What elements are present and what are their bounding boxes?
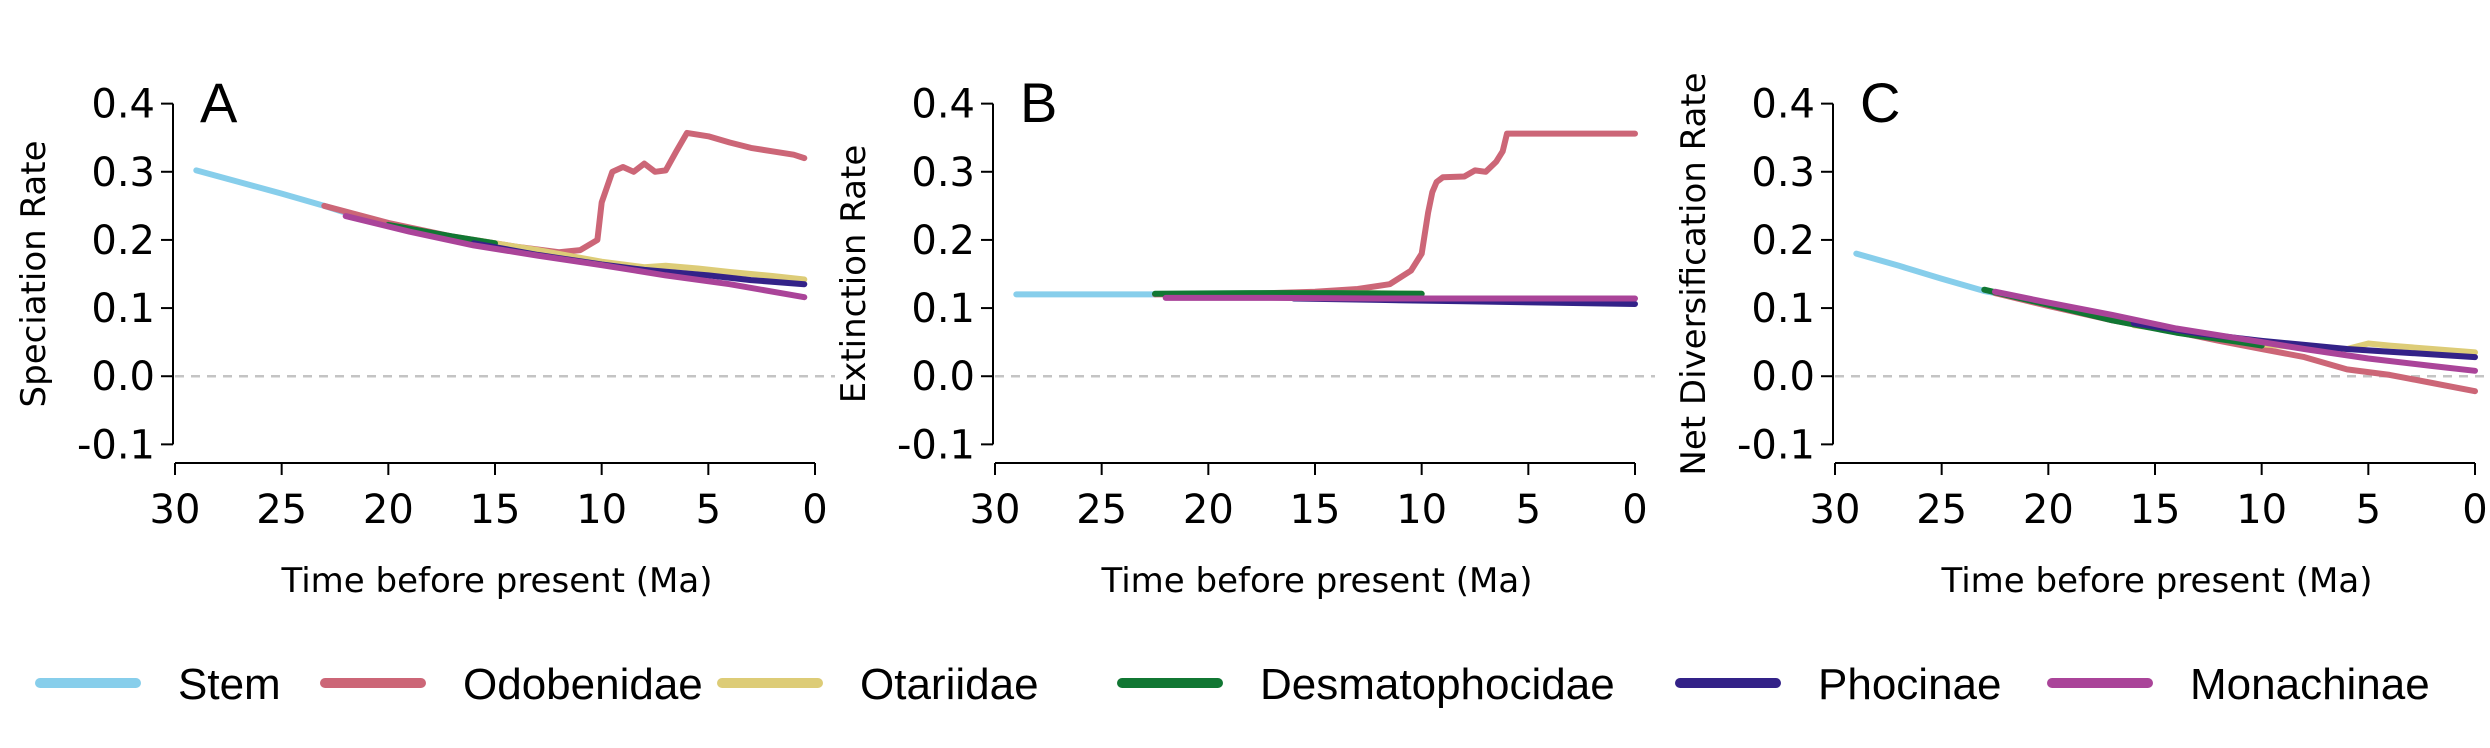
y-tick-label: -0.1: [1737, 422, 1815, 468]
y-tick-label: 0.2: [1751, 218, 1815, 264]
x-tick-label: 25: [1076, 487, 1127, 533]
x-tick-label: 0: [802, 487, 827, 533]
y-tick-label: 0.1: [1751, 286, 1815, 332]
x-tick-label: 10: [2236, 487, 2287, 533]
y-tick-label: 0.1: [911, 286, 975, 332]
series-line-otariidae: [470, 236, 808, 283]
legend-item-phocinae: Phocinae: [1675, 660, 2001, 709]
y-tick-label: 0.4: [911, 82, 975, 128]
x-tick-label: 20: [2023, 487, 2074, 533]
y-tick-label: -0.1: [77, 422, 155, 468]
legend-label: Odobenidae: [463, 660, 703, 709]
series-line-odobenidae: [1152, 130, 1638, 298]
y-tick-label: -0.1: [897, 422, 975, 468]
x-tick-label: 15: [470, 487, 521, 533]
y-tick-label: 0.0: [911, 354, 975, 400]
y-tick-label: 0.2: [91, 218, 155, 264]
y-tick-label: 0.4: [91, 82, 155, 128]
legend-item-odobenidae: Odobenidae: [320, 660, 703, 709]
x-tick-label: 5: [2356, 487, 2381, 533]
y-tick-label: 0.0: [1751, 354, 1815, 400]
legend-label: Stem: [178, 660, 281, 709]
x-tick-label: 30: [970, 487, 1021, 533]
y-tick-label: 0.1: [91, 286, 155, 332]
x-tick-label: 30: [1810, 487, 1861, 533]
y-tick-label: 0.4: [1751, 82, 1815, 128]
x-tick-label: 10: [576, 487, 627, 533]
panel-letter: C: [1860, 71, 1900, 134]
panel-b: 0.4 0.3 0.2 0.1 0.0 -0.1 30 25 20 15 10 5 0 Time befo…: [834, 71, 1655, 601]
x-tick-label: 5: [1516, 487, 1541, 533]
panel-letter: B: [1020, 71, 1057, 134]
y-axis-title: Speciation Rate: [14, 141, 54, 408]
x-axis-title: Time before present (Ma): [1101, 561, 1533, 601]
legend-item-otariidae: Otariidae: [717, 660, 1039, 709]
legend: Stem Odobenidae Otariidae Desmatophocidae Ph…: [35, 660, 2430, 709]
x-tick-label: 25: [256, 487, 307, 533]
legend-item-monachinae: Monachinae: [2047, 660, 2430, 709]
chart-panels: 0.4 0.3 0.2 0.1 0.0 -0.1 30 25 20 15 10 5 0 Time befo…: [14, 71, 2490, 601]
y-tick-label: 0.0: [91, 354, 155, 400]
legend-label: Phocinae: [1818, 660, 2001, 709]
y-tick-label: 0.3: [911, 150, 975, 196]
panel-letter: A: [200, 71, 238, 134]
legend-label: Desmatophocidae: [1260, 660, 1615, 709]
y-tick-label: 0.2: [911, 218, 975, 264]
legend-label: Otariidae: [860, 660, 1039, 709]
x-axis-title: Time before present (Ma): [281, 561, 713, 601]
y-axis-title: Extinction Rate: [834, 145, 874, 404]
x-tick-label: 15: [2130, 487, 2181, 533]
x-tick-label: 0: [1622, 487, 1647, 533]
legend-item-desmatophocidae: Desmatophocidae: [1117, 660, 1615, 709]
x-tick-label: 20: [1183, 487, 1234, 533]
series-line-desmatophocidae: [1152, 290, 1425, 297]
series-line-monachinae: [1992, 288, 2478, 374]
x-tick-label: 10: [1396, 487, 1447, 533]
series-line-monachinae: [342, 213, 808, 301]
legend-label: Monachinae: [2190, 660, 2430, 709]
y-axis-title: Net Diversification Rate: [1674, 72, 1714, 475]
x-tick-label: 20: [363, 487, 414, 533]
x-tick-label: 25: [1916, 487, 1967, 533]
x-tick-label: 0: [2462, 487, 2487, 533]
x-tick-label: 30: [150, 487, 201, 533]
x-tick-label: 5: [696, 487, 721, 533]
panel-c: 0.4 0.3 0.2 0.1 0.0 -0.1 30 25 20 15 10 5 0 Time befo…: [1674, 71, 2490, 601]
x-axis-title: Time before present (Ma): [1941, 561, 2373, 601]
series-line-stem: [1853, 250, 1998, 297]
series-line-monachinae: [1162, 294, 1638, 302]
panel-a: 0.4 0.3 0.2 0.1 0.0 -0.1 30 25 20 15 10 5 0 Time befo…: [14, 71, 835, 601]
y-tick-label: 0.3: [1751, 150, 1815, 196]
x-tick-label: 15: [1290, 487, 1341, 533]
legend-item-stem: Stem: [35, 660, 281, 709]
series-line-odobenidae: [321, 129, 808, 256]
y-tick-label: 0.3: [91, 150, 155, 196]
